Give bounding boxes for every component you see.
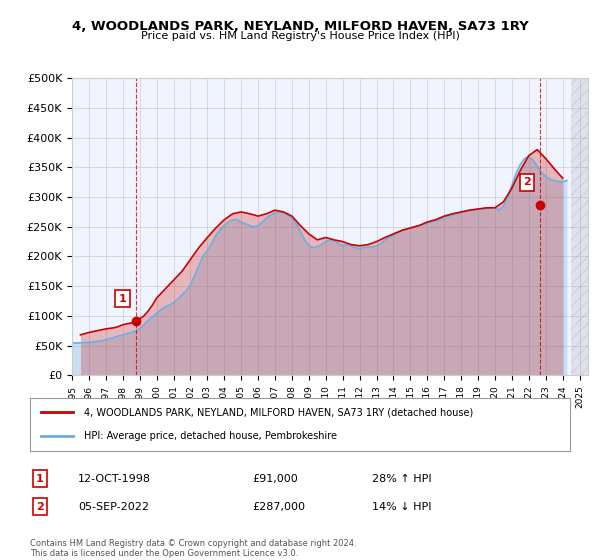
Text: Price paid vs. HM Land Registry's House Price Index (HPI): Price paid vs. HM Land Registry's House … (140, 31, 460, 41)
Text: 2: 2 (36, 502, 44, 512)
Text: 1: 1 (119, 293, 126, 304)
Text: 14% ↓ HPI: 14% ↓ HPI (372, 502, 431, 512)
Bar (571, 78, 596, 375)
Text: HPI: Average price, detached house, Pembrokeshire: HPI: Average price, detached house, Pemb… (84, 431, 337, 441)
Text: 12-OCT-1998: 12-OCT-1998 (78, 474, 151, 484)
Text: 05-SEP-2022: 05-SEP-2022 (78, 502, 149, 512)
Text: Contains HM Land Registry data © Crown copyright and database right 2024.
This d: Contains HM Land Registry data © Crown c… (30, 539, 356, 558)
Text: 4, WOODLANDS PARK, NEYLAND, MILFORD HAVEN, SA73 1RY (detached house): 4, WOODLANDS PARK, NEYLAND, MILFORD HAVE… (84, 408, 473, 418)
Text: 2: 2 (523, 178, 530, 187)
Text: £91,000: £91,000 (252, 474, 298, 484)
Text: 28% ↑ HPI: 28% ↑ HPI (372, 474, 431, 484)
Text: £287,000: £287,000 (252, 502, 305, 512)
Text: 4, WOODLANDS PARK, NEYLAND, MILFORD HAVEN, SA73 1RY: 4, WOODLANDS PARK, NEYLAND, MILFORD HAVE… (71, 20, 529, 32)
Text: 1: 1 (36, 474, 44, 484)
